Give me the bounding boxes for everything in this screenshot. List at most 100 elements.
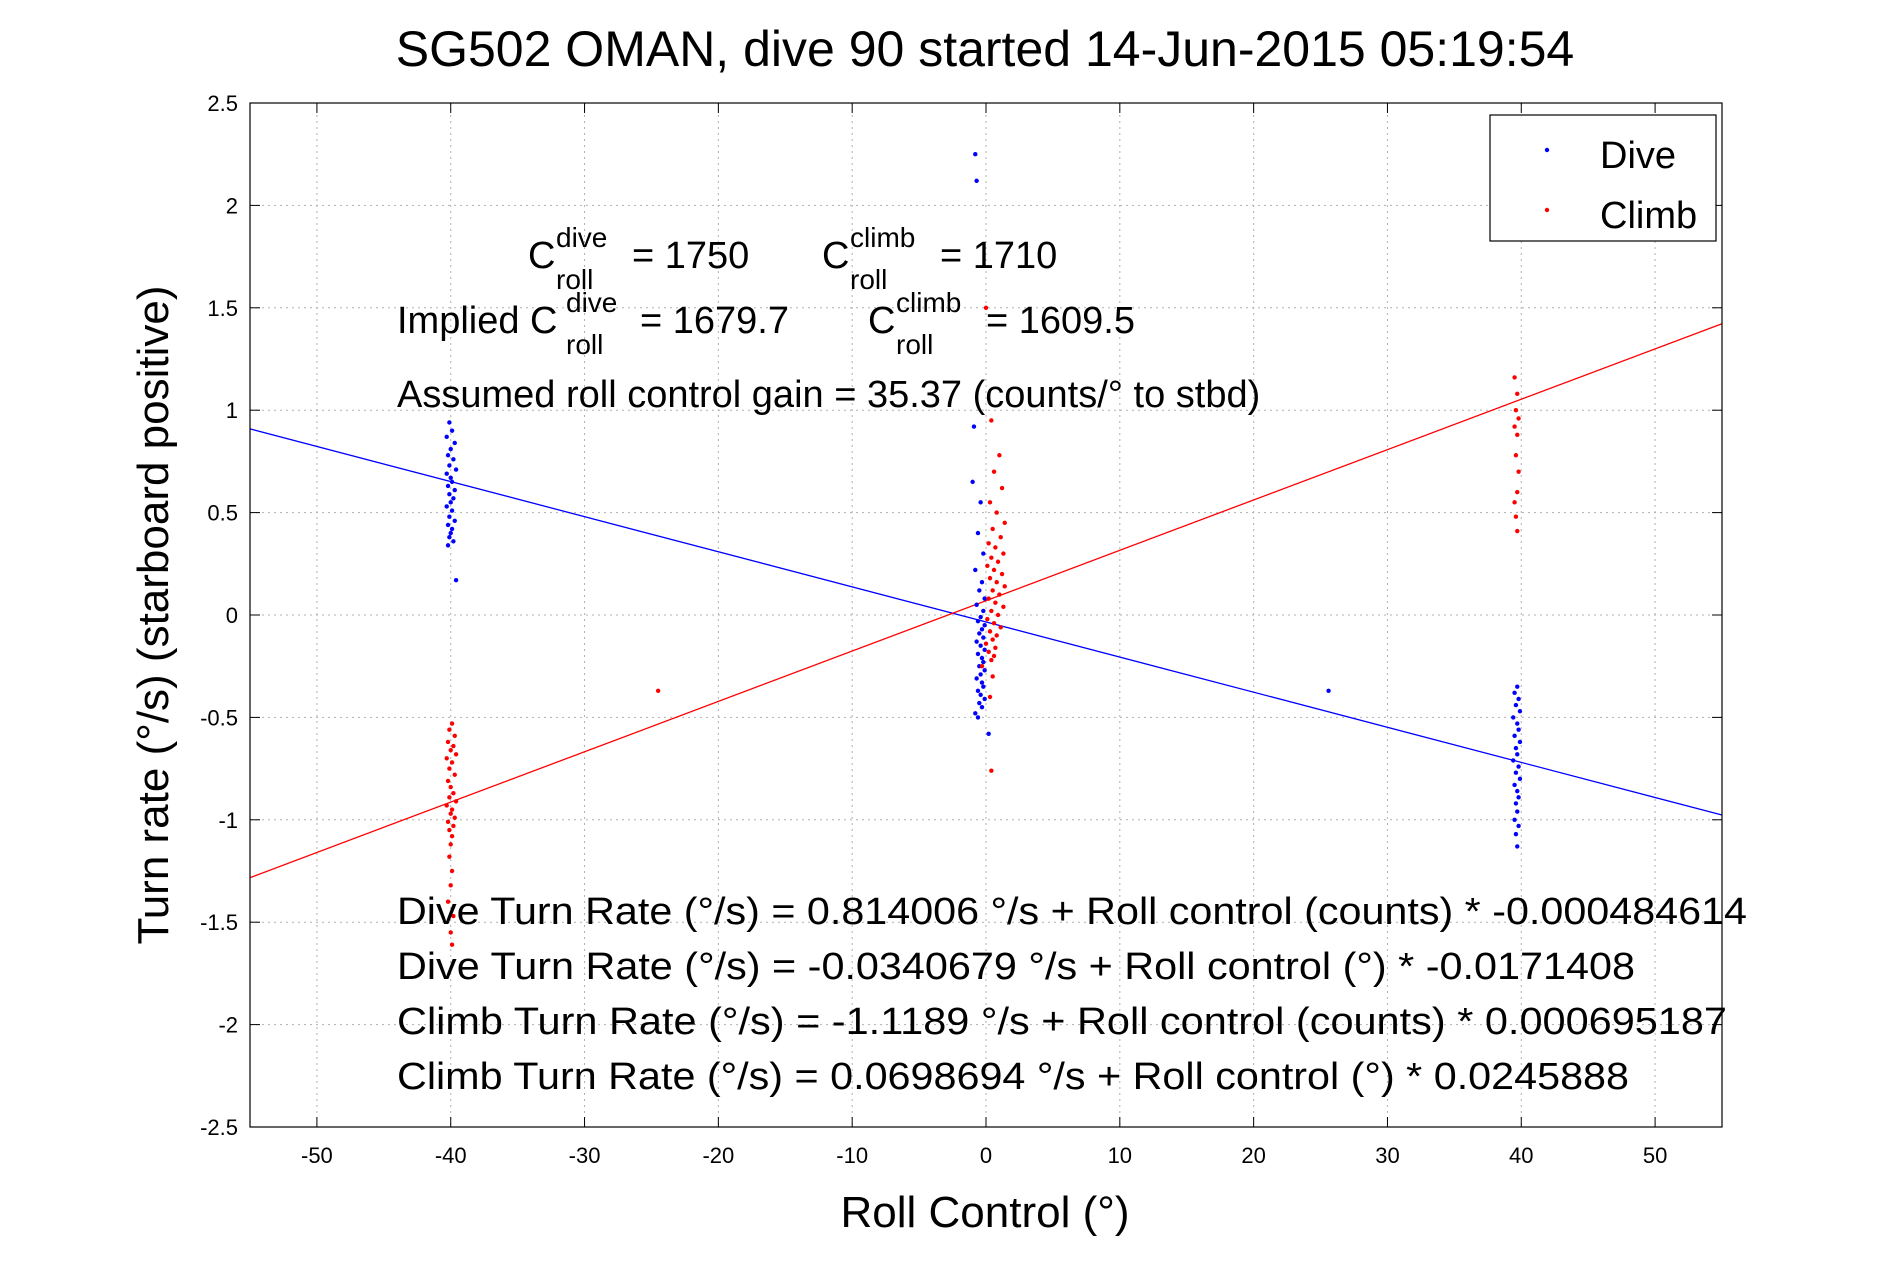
climb-point xyxy=(995,559,1001,564)
climb-point xyxy=(447,827,452,833)
c-climb-sub: roll xyxy=(850,264,887,295)
dive-point xyxy=(982,647,987,653)
c-climb-value: = 1710 xyxy=(940,235,1057,277)
data-points xyxy=(444,152,1523,947)
dive-point xyxy=(447,463,452,468)
dive-point xyxy=(444,471,449,476)
y-axis-label: Turn rate (°/s) (starboard positive) xyxy=(129,285,178,944)
dive-point xyxy=(1517,739,1523,745)
implied-prefix: Implied C xyxy=(397,300,558,342)
climb-point xyxy=(448,784,453,790)
climb-point xyxy=(452,733,457,739)
dive-point xyxy=(1515,752,1520,757)
climb-point xyxy=(447,795,452,800)
dive-point xyxy=(1512,782,1517,788)
climb-point xyxy=(1002,584,1007,589)
dive-point xyxy=(1516,696,1521,702)
climb-point xyxy=(985,563,990,569)
y-tick-label: -0.5 xyxy=(200,705,238,730)
c-dive-value: = 1750 xyxy=(632,235,749,277)
dive-point xyxy=(970,479,975,485)
x-tick-label: 20 xyxy=(1241,1143,1265,1168)
dive-point xyxy=(448,475,453,480)
x-tick-label: -10 xyxy=(836,1143,868,1168)
x-tick-label: -30 xyxy=(569,1143,601,1168)
dive-point xyxy=(1512,733,1517,739)
climb-point xyxy=(445,819,451,825)
dive-point xyxy=(1517,776,1523,782)
y-tick-label: 2 xyxy=(226,193,238,218)
dive-point xyxy=(1513,831,1519,837)
climb-point xyxy=(1512,375,1517,380)
x-tick-label: 50 xyxy=(1643,1143,1667,1168)
implied-climb-sub: roll xyxy=(896,329,933,360)
climb-point xyxy=(445,778,451,784)
dive-point xyxy=(975,651,981,657)
climb-point xyxy=(1516,416,1521,421)
climb-point xyxy=(999,571,1005,577)
climb-point xyxy=(448,930,453,935)
dive-point xyxy=(977,588,982,593)
climb-point xyxy=(655,688,661,693)
implied-dive-sub: roll xyxy=(566,329,603,360)
x-tick-label: -50 xyxy=(301,1143,333,1168)
x-tick-label: 40 xyxy=(1509,1143,1533,1168)
dive-point xyxy=(981,659,986,665)
dive-point xyxy=(1515,684,1520,689)
dive-point xyxy=(1515,809,1520,814)
climb-point xyxy=(989,657,994,663)
implied-dive-sup: dive xyxy=(566,287,617,318)
c-climb-base: C xyxy=(822,235,849,277)
dive-point xyxy=(1517,709,1523,714)
dive-point xyxy=(977,631,982,636)
x-axis-label: Roll Control (°) xyxy=(841,1188,1130,1237)
dive-fit-line xyxy=(249,428,1723,816)
climb-point xyxy=(983,305,989,310)
dive-point xyxy=(444,434,449,440)
x-tick-label: 30 xyxy=(1375,1143,1399,1168)
y-tick-label: -2.5 xyxy=(200,1115,238,1140)
climb-point xyxy=(449,868,455,874)
climb-point xyxy=(1515,489,1520,495)
c-dive-sup: dive xyxy=(556,222,607,253)
dive-point xyxy=(451,539,456,544)
climb-point xyxy=(990,637,995,642)
climb-point xyxy=(449,721,455,726)
dive-point xyxy=(447,514,452,519)
y-tick-label: 1.5 xyxy=(207,296,238,321)
dive-point xyxy=(445,483,451,489)
climb-point xyxy=(449,833,455,839)
equation-dive-degrees: Dive Turn Rate (°/s) = -0.0340679 °/s + … xyxy=(397,946,1635,988)
dive-point xyxy=(448,530,453,536)
dive-point xyxy=(973,711,978,716)
dive-point xyxy=(452,518,457,523)
legend-climb-label: Climb xyxy=(1600,195,1697,237)
climb-point xyxy=(1512,500,1517,505)
climb-fit-line xyxy=(249,323,1723,879)
dive-point xyxy=(1515,721,1520,726)
dive-point xyxy=(451,496,456,501)
climb-point xyxy=(979,664,985,669)
dive-point xyxy=(1513,702,1519,708)
climb-point xyxy=(994,633,999,638)
x-tick-label: -20 xyxy=(702,1143,734,1168)
dive-point xyxy=(973,567,978,573)
y-tick-label: 1 xyxy=(226,398,238,423)
legend-dive-label: Dive xyxy=(1600,135,1676,177)
climb-point xyxy=(997,453,1002,458)
c-dive-base: C xyxy=(528,235,555,277)
dive-point xyxy=(1513,745,1519,751)
dive-point xyxy=(981,608,986,614)
climb-point xyxy=(994,580,999,585)
climb-point xyxy=(999,485,1005,491)
climb-point xyxy=(445,899,451,904)
dive-point xyxy=(447,534,452,540)
climb-point xyxy=(989,418,994,423)
climb-point xyxy=(451,913,456,919)
climb-point xyxy=(991,620,997,626)
dive-point xyxy=(978,500,983,505)
x-tick-label: 0 xyxy=(980,1143,992,1168)
climb-point xyxy=(997,592,1002,597)
climb-point xyxy=(991,567,997,573)
